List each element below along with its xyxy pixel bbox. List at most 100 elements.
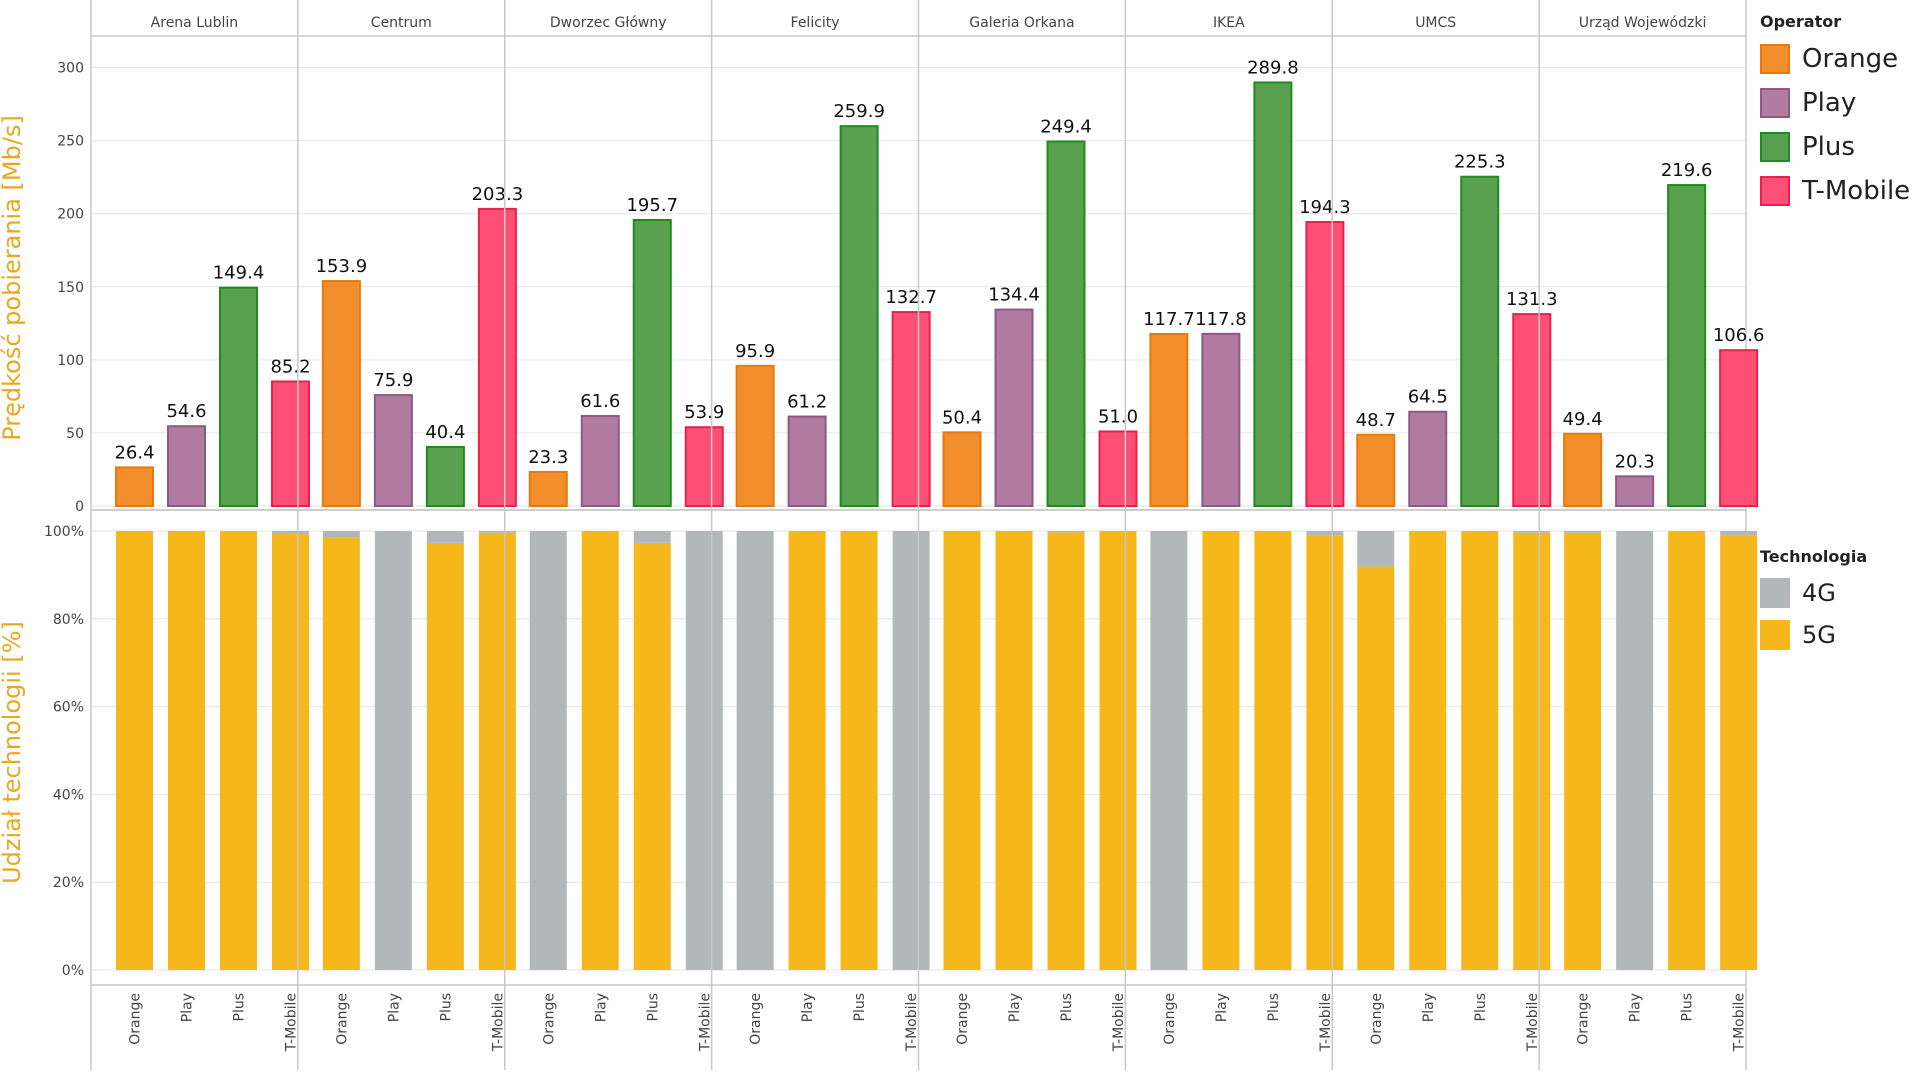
- legend-item-plus[interactable]: Plus: [1760, 125, 1910, 169]
- bar-4g-centrum-play: [374, 531, 412, 970]
- legend-label-t-mobile: T-Mobile: [1802, 176, 1911, 206]
- data-label-felicity-play: 61.2: [787, 392, 827, 413]
- x-tick-label-urząd-wojewódzki-plus: Plus: [1680, 993, 1696, 1022]
- bar-speed-felicity-plus: [839, 125, 879, 507]
- legend-item-t-mobile[interactable]: T-Mobile: [1760, 169, 1910, 213]
- legend-item-play[interactable]: Play: [1760, 81, 1910, 125]
- y-tick-label-percent: 80%: [53, 612, 84, 628]
- data-label-felicity-orange: 95.9: [735, 341, 775, 362]
- bar-speed-felicity-t-mobile: [891, 311, 931, 508]
- bar-4g-umcs-t-mobile: [1513, 531, 1551, 533]
- bar-4g-ikea-orange: [1150, 531, 1188, 970]
- bar-5g-urząd-wojewódzki-orange: [1564, 532, 1602, 970]
- facet-header-arena-lublin: Arena Lublin: [151, 15, 239, 31]
- bar-speed-galeria-orkana-orange: [942, 431, 982, 507]
- y-tick-label-speed: 200: [57, 207, 84, 223]
- bar-5g-felicity-plus: [840, 531, 878, 970]
- data-label-dworzec-główny-play: 61.6: [580, 391, 620, 412]
- legend-label-plus: Plus: [1802, 132, 1855, 162]
- x-tick-label-centrum-orange: Orange: [334, 993, 350, 1045]
- y-tick-label-speed: 250: [57, 134, 84, 150]
- x-tick-label-galeria-orkana-play: Play: [1007, 993, 1023, 1022]
- bar-5g-felicity-play: [788, 531, 826, 970]
- legend-swatch-t-mobile: [1760, 176, 1790, 206]
- x-tick-label-umcs-orange: Orange: [1369, 993, 1385, 1045]
- bar-speed-ikea-t-mobile: [1305, 221, 1345, 507]
- bar-4g-centrum-t-mobile: [478, 531, 516, 533]
- bar-4g-urząd-wojewódzki-orange: [1564, 531, 1602, 533]
- x-tick-label-urząd-wojewódzki-play: Play: [1628, 993, 1644, 1022]
- bar-speed-arena-lublin-play: [167, 425, 206, 507]
- x-tick-label-arena-lublin-plus: Plus: [232, 993, 248, 1022]
- bar-speed-ikea-play: [1201, 332, 1241, 507]
- legend-label-orange: Orange: [1802, 44, 1899, 74]
- data-label-galeria-orkana-plus: 249.4: [1040, 117, 1092, 138]
- bar-speed-centrum-t-mobile: [477, 207, 517, 507]
- bar-speed-felicity-orange: [735, 364, 775, 508]
- bar-4g-dworzec-główny-orange: [529, 531, 567, 970]
- bar-4g-felicity-orange: [736, 531, 774, 970]
- bar-speed-umcs-orange: [1356, 433, 1396, 507]
- x-tick-label-centrum-plus: Plus: [438, 993, 454, 1022]
- bar-speed-centrum-play: [373, 394, 413, 507]
- legend-label-4g: 4G: [1802, 579, 1836, 607]
- data-label-centrum-orange: 153.9: [316, 256, 368, 277]
- bar-speed-centrum-plus: [425, 445, 465, 508]
- data-label-felicity-t-mobile: 132.7: [885, 287, 937, 308]
- bar-5g-centrum-t-mobile: [478, 532, 516, 970]
- facet-header-urząd-wojewódzki: Urząd Wojewódzki: [1579, 15, 1707, 31]
- y-tick-label-speed: 300: [57, 61, 84, 77]
- legend-item-4g[interactable]: 4G: [1760, 572, 1867, 614]
- bar-speed-arena-lublin-plus: [219, 286, 258, 507]
- y-axis-title-percent: Udział technologii [%]: [0, 621, 26, 884]
- bar-4g-umcs-orange: [1357, 531, 1395, 567]
- bar-4g-dworzec-główny-plus: [633, 531, 671, 543]
- bar-5g-centrum-orange: [322, 537, 360, 970]
- bar-5g-dworzec-główny-plus: [633, 542, 671, 970]
- x-tick-label-ikea-t-mobile: T-Mobile: [1318, 993, 1334, 1052]
- y-tick-label-percent: 100%: [44, 524, 84, 540]
- legend-swatch-play: [1760, 88, 1790, 118]
- data-label-dworzec-główny-t-mobile: 53.9: [684, 402, 724, 423]
- data-label-umcs-plus: 225.3: [1454, 152, 1506, 173]
- data-label-arena-lublin-t-mobile: 85.2: [270, 356, 310, 377]
- technology-legend: Technologia 4G 5G: [1760, 547, 1867, 656]
- x-tick-label-ikea-orange: Orange: [1162, 993, 1178, 1045]
- bar-5g-galeria-orkana-plus: [1047, 532, 1085, 970]
- data-label-centrum-t-mobile: 203.3: [472, 184, 524, 205]
- bar-4g-dworzec-główny-t-mobile: [685, 531, 723, 970]
- bar-speed-arena-lublin-t-mobile: [271, 380, 310, 507]
- legend-item-5g[interactable]: 5G: [1760, 614, 1867, 656]
- y-tick-label-speed: 50: [66, 426, 84, 442]
- x-tick-label-dworzec-główny-t-mobile: T-Mobile: [697, 993, 713, 1052]
- operator-legend-title: Operator: [1760, 12, 1842, 31]
- bar-speed-dworzec-główny-plus: [632, 218, 672, 508]
- y-axis-title-speed: Prędkość pobierania [Mb/s]: [0, 115, 26, 441]
- bar-4g-galeria-orkana-plus: [1047, 531, 1085, 533]
- bar-5g-galeria-orkana-t-mobile: [1099, 531, 1137, 970]
- facet-header-galeria-orkana: Galeria Orkana: [969, 15, 1074, 31]
- bar-speed-dworzec-główny-play: [580, 414, 620, 507]
- bar-speed-galeria-orkana-play: [994, 308, 1034, 507]
- facet-header-centrum: Centrum: [371, 15, 432, 31]
- x-tick-label-galeria-orkana-plus: Plus: [1059, 993, 1075, 1022]
- x-tick-label-dworzec-główny-play: Play: [593, 993, 609, 1022]
- facet-header-umcs: UMCS: [1415, 15, 1456, 31]
- bar-4g-ikea-t-mobile: [1306, 531, 1344, 536]
- bar-speed-ikea-plus: [1253, 81, 1293, 507]
- data-label-urząd-wojewódzki-plus: 219.6: [1661, 160, 1713, 181]
- bar-5g-umcs-plus: [1461, 531, 1499, 970]
- data-label-umcs-t-mobile: 131.3: [1506, 289, 1558, 310]
- legend-item-orange[interactable]: Orange: [1760, 37, 1910, 81]
- legend-swatch-plus: [1760, 132, 1790, 162]
- x-tick-label-felicity-t-mobile: T-Mobile: [904, 993, 920, 1052]
- bar-speed-umcs-play: [1408, 410, 1448, 507]
- bar-speed-galeria-orkana-plus: [1046, 140, 1086, 508]
- legend-label-play: Play: [1802, 88, 1857, 118]
- bar-5g-ikea-plus: [1254, 531, 1292, 970]
- data-label-galeria-orkana-t-mobile: 51.0: [1098, 406, 1138, 427]
- data-label-ikea-orange: 117.7: [1143, 309, 1195, 330]
- x-tick-label-urząd-wojewódzki-t-mobile: T-Mobile: [1732, 993, 1748, 1052]
- bar-speed-dworzec-główny-t-mobile: [684, 426, 724, 508]
